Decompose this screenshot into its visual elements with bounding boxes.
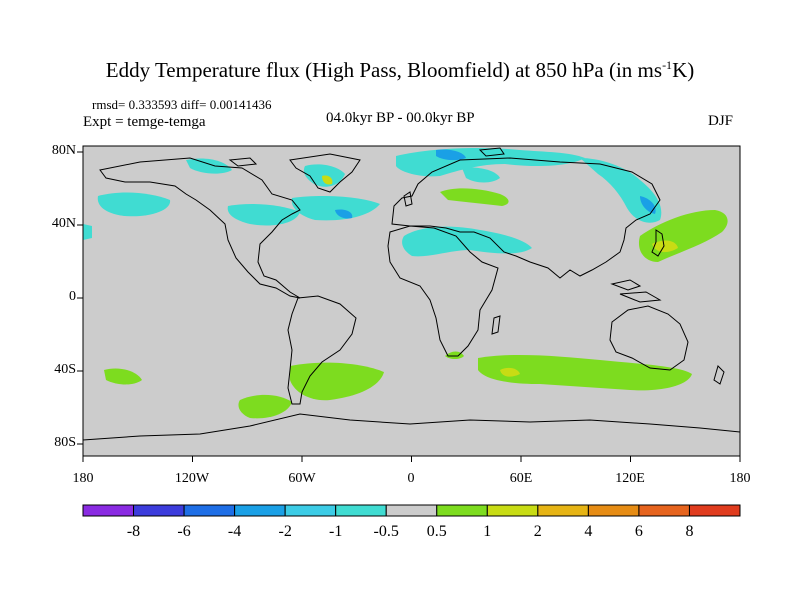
colorbar-label: 6 <box>634 523 643 540</box>
experiment-label: Expt = temge-temga <box>83 114 206 130</box>
colorbar-label: -2 <box>278 523 292 540</box>
lat-label-40s: 40S <box>54 362 76 377</box>
colorbar-label: -4 <box>227 523 242 540</box>
colorbar-label: 2 <box>533 523 542 540</box>
colorbar-box <box>234 504 286 517</box>
colorbar-label: 4 <box>584 523 593 540</box>
map-panel <box>83 146 740 456</box>
season-label: DJF <box>708 113 734 129</box>
lon-label-120w: 120W <box>174 471 210 486</box>
lon-label-120e: 120E <box>615 471 645 486</box>
colorbar-label: -0.5 <box>373 523 399 540</box>
colorbar-label: 8 <box>685 523 694 540</box>
lon-label-0: 0 <box>407 471 415 486</box>
colorbar-box <box>587 504 640 517</box>
stronger-positive-cores <box>322 175 678 377</box>
colorbar-box <box>486 504 539 517</box>
colorbar-box <box>385 504 438 517</box>
colorbar-box <box>638 504 690 517</box>
lon-label-60e: 60E <box>509 471 533 486</box>
rmsd-diff-label: rmsd= 0.333593 diff= 0.00141436 <box>92 97 272 112</box>
colorbar <box>82 504 741 517</box>
lat-label-40n: 40N <box>51 216 76 231</box>
colorbar-box <box>688 504 741 517</box>
lon-label-60w: 60W <box>288 471 316 486</box>
colorbar-label: -6 <box>177 523 191 540</box>
lat-label-80n: 80N <box>51 143 76 158</box>
coastlines <box>83 147 740 441</box>
lon-label-180e: 180 <box>729 471 751 486</box>
period-label: 04.0kyr BP - 00.0kyr BP <box>326 110 475 126</box>
stronger-negative-cores <box>335 149 656 219</box>
colorbar-box <box>133 504 185 517</box>
colorbar-box <box>335 504 387 517</box>
lat-label-80s: 80S <box>54 435 76 450</box>
map-title: Eddy Temperature flux (High Pass, Bloomf… <box>105 58 695 82</box>
colorbar-box <box>284 504 337 517</box>
colorbar-box <box>183 504 236 517</box>
lat-label-0: 0 <box>69 289 76 304</box>
colorbar-label: -1 <box>329 523 343 540</box>
colorbar-box <box>82 504 135 517</box>
colorbar-label: 0.5 <box>426 523 447 540</box>
axis-ticks <box>77 151 741 462</box>
lon-label-180w: 180 <box>72 471 94 486</box>
colorbar-label: -8 <box>126 523 141 540</box>
negative-regions <box>83 148 662 257</box>
colorbar-box <box>537 504 589 517</box>
colorbar-label: 1 <box>483 523 492 540</box>
colorbar-box <box>436 504 488 517</box>
